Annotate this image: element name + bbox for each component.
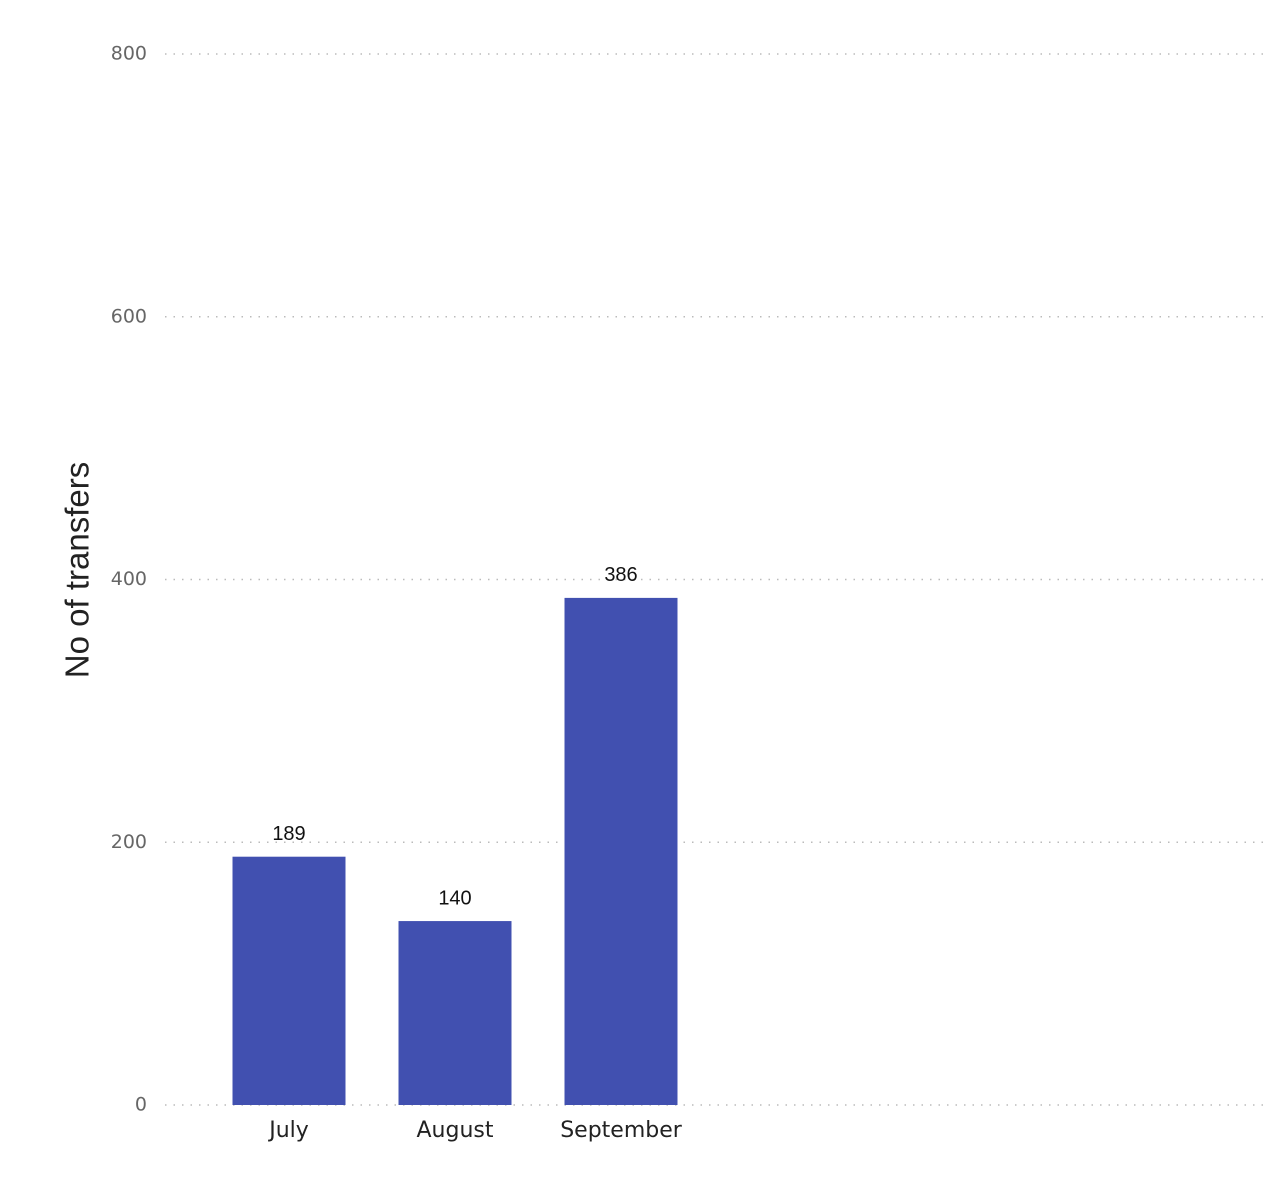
bar bbox=[564, 597, 678, 1105]
value-label: 189 bbox=[272, 823, 305, 845]
y-axis-label: No of transfers bbox=[59, 462, 96, 678]
bar bbox=[398, 921, 512, 1105]
y-tick-label: 400 bbox=[111, 568, 147, 590]
x-tick-label: August bbox=[417, 1118, 494, 1143]
bar bbox=[232, 856, 346, 1105]
y-tick-label: 200 bbox=[111, 831, 147, 853]
y-tick-label: 600 bbox=[111, 305, 147, 327]
y-tick-label: 0 bbox=[135, 1094, 147, 1116]
x-tick-label: July bbox=[267, 1118, 309, 1143]
y-tick-label: 800 bbox=[111, 43, 147, 65]
value-label: 140 bbox=[438, 887, 471, 909]
value-label: 386 bbox=[604, 564, 637, 586]
x-tick-label: September bbox=[560, 1118, 683, 1143]
